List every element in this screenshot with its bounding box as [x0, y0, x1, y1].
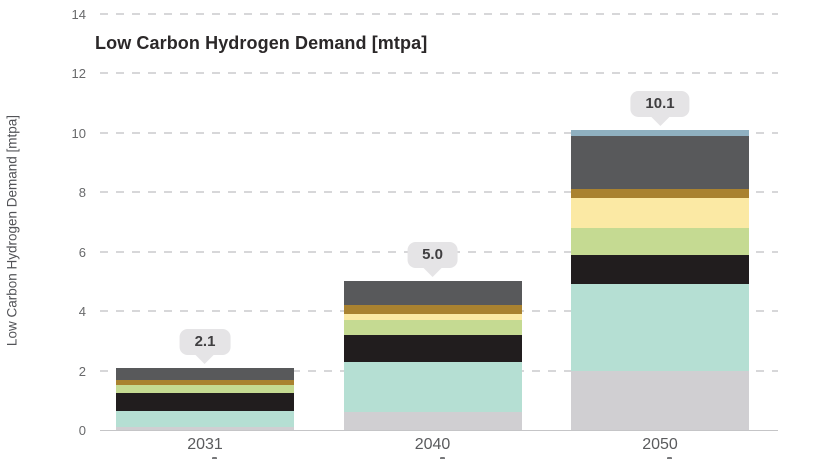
clipped-text-fragment-2050	[667, 457, 672, 459]
bar-segment-2031-teal	[116, 410, 294, 428]
bar-segment-2050-pale-yellow	[571, 198, 749, 228]
y-tick-label-14: 14	[71, 7, 86, 22]
bar-segment-2031-black	[116, 392, 294, 411]
bar-segment-2040-yellow-green	[343, 320, 522, 335]
bar-segment-2050-teal	[571, 284, 749, 371]
bar-segment-2050-blue-gray	[571, 129, 749, 136]
total-label-2050: 10.1	[630, 90, 690, 117]
gridline-10	[100, 131, 778, 134]
bar-segment-2031-gold-brown	[116, 379, 294, 386]
bar-segment-2050-dark-gray	[571, 135, 749, 190]
y-tick-label-10: 10	[71, 125, 86, 141]
clipped-text-fragment-2040	[439, 457, 445, 459]
x-axis-line	[100, 429, 778, 431]
gridline-8	[100, 191, 778, 194]
bar-segment-2050-yellow-green	[571, 227, 749, 255]
bar-segment-2040-pale-yellow	[343, 314, 522, 321]
bar-segment-2031-light-gray	[116, 427, 294, 430]
bar-segment-2040-light-gray	[343, 412, 522, 430]
y-tick-label-2: 2	[78, 363, 86, 379]
bar-segment-2031-yellow-green	[116, 385, 294, 393]
total-label-2031: 2.1	[179, 328, 231, 355]
plot-area: 0 2 4 6 8 10 12 14 2.1 2031 5.0 2040 10.1 2050	[72, 8, 800, 459]
y-tick-label-12: 12	[71, 66, 86, 82]
y-tick-label-0: 0	[78, 423, 86, 438]
bar-segment-2050-light-gray	[571, 370, 749, 430]
y-tick-label-6: 6	[78, 244, 86, 260]
gridline-14	[100, 13, 778, 15]
x-category-label-2031: 2031	[187, 436, 223, 453]
bar-segment-2040-gold-brown	[343, 305, 522, 315]
bar-segment-2031-dark-gray	[116, 367, 294, 380]
bar-segment-2040-teal	[343, 361, 522, 413]
y-tick-label-4: 4	[78, 304, 86, 320]
gridline-12	[100, 72, 778, 75]
clipped-text-fragment-2031	[212, 457, 217, 459]
bar-segment-2040-dark-gray	[343, 281, 522, 306]
y-tick-label-8: 8	[78, 185, 86, 201]
total-label-2040: 5.0	[407, 242, 458, 269]
bar-segment-2040-black	[343, 334, 522, 362]
bar-segment-2050-gold-brown	[571, 189, 749, 199]
bar-segment-2050-black	[571, 254, 749, 285]
x-category-label-2050: 2050	[642, 436, 678, 453]
x-category-label-2040: 2040	[414, 436, 451, 453]
y-axis-title: Low Carbon Hydrogen Demand [mtpa]	[4, 114, 20, 347]
chart-title: Low Carbon Hydrogen Demand [mtpa]	[95, 33, 428, 53]
